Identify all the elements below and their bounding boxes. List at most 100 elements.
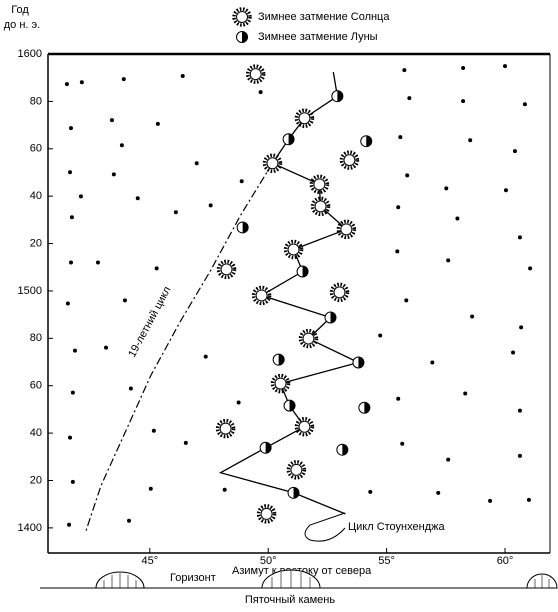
dot	[239, 179, 244, 184]
dot-marker	[503, 188, 508, 193]
dot-marker	[404, 298, 409, 303]
sun-rays	[262, 153, 283, 173]
dot-marker	[378, 333, 383, 338]
dot-marker	[65, 301, 70, 306]
dot	[121, 77, 126, 82]
moon-shadow	[265, 442, 272, 454]
dot	[154, 266, 159, 271]
sun-marker	[309, 174, 330, 195]
dot	[517, 408, 522, 413]
dot	[79, 80, 84, 85]
dot	[183, 440, 188, 445]
dot	[396, 205, 401, 210]
dot	[208, 203, 213, 208]
sun-marker	[245, 64, 266, 84]
dot-marker	[488, 498, 493, 503]
dot	[404, 298, 409, 303]
dot-marker	[70, 390, 75, 395]
sun-disc	[333, 286, 346, 299]
dot-marker	[239, 179, 244, 184]
dot	[68, 435, 73, 440]
sun-rays	[216, 259, 237, 280]
dot	[368, 489, 373, 494]
dot-marker	[512, 149, 517, 154]
dot	[463, 391, 468, 396]
dot	[119, 143, 124, 148]
dot-marker	[368, 489, 373, 494]
dot-marker	[72, 348, 77, 353]
moon-shadow	[302, 266, 309, 278]
dot-marker	[67, 522, 72, 527]
dot	[446, 457, 451, 462]
sun-marker	[286, 460, 307, 480]
sun-disc	[287, 243, 300, 256]
cycle-line	[85, 162, 274, 532]
dot	[461, 65, 466, 70]
dot	[203, 354, 208, 359]
sun-marker	[294, 108, 315, 128]
sun-marker	[270, 373, 291, 394]
moon-marker	[236, 221, 249, 234]
dot	[455, 216, 460, 221]
dot	[488, 498, 493, 503]
dot-marker	[528, 266, 533, 271]
y-tick-label: 60	[30, 143, 42, 155]
dot	[67, 522, 72, 527]
sun-disc	[255, 289, 268, 302]
sun-marker	[336, 219, 357, 240]
dot	[436, 490, 441, 495]
dot-marker	[104, 345, 109, 350]
dot-marker	[436, 490, 441, 495]
moon-shadow	[330, 311, 336, 323]
dot	[180, 74, 185, 79]
dot	[104, 345, 109, 350]
dot	[511, 350, 516, 355]
cycle-label: 19-летний цикл	[126, 285, 173, 360]
dot	[512, 149, 517, 154]
legend-symbol	[236, 31, 248, 43]
sun-disc	[220, 263, 233, 276]
dot-marker	[79, 80, 84, 85]
legend-label: Зимнее затмение Солнца	[258, 11, 390, 23]
dot	[405, 173, 410, 178]
dot-marker	[526, 497, 531, 502]
dot-marker	[396, 205, 401, 210]
moon-marker	[352, 356, 365, 369]
sun-disc	[290, 463, 303, 476]
dot-marker	[463, 391, 468, 396]
dot-marker	[461, 65, 466, 70]
dot	[64, 82, 69, 87]
sun-rays	[215, 418, 236, 439]
dot	[151, 428, 156, 433]
dot	[111, 172, 116, 177]
dot	[522, 102, 527, 107]
sun-disc	[249, 68, 262, 81]
dot-marker	[119, 143, 124, 148]
x-tick-label: 60°	[497, 555, 514, 567]
sun-marker	[216, 259, 237, 280]
sun-rays	[256, 504, 277, 524]
sun-rays	[283, 239, 304, 260]
sun-marker	[339, 150, 360, 170]
sun-disc	[314, 200, 327, 213]
dot-marker	[236, 400, 241, 405]
dot-marker	[398, 135, 403, 140]
dot-marker	[180, 74, 185, 79]
sun-disc	[236, 11, 248, 23]
moon-marker	[287, 486, 300, 499]
dot	[468, 138, 473, 143]
dot	[444, 186, 449, 191]
dot	[70, 390, 75, 395]
dot	[378, 333, 383, 338]
moon-shadow	[342, 444, 348, 456]
dot-marker	[468, 138, 473, 143]
y-tick-label: 1600	[18, 48, 42, 60]
x-tick-label: 55°	[378, 555, 395, 567]
dot	[519, 325, 524, 330]
moon-marker	[331, 90, 344, 103]
dot-marker	[111, 172, 116, 177]
dot	[461, 99, 466, 104]
dot-marker	[173, 210, 178, 215]
dot	[395, 249, 400, 254]
